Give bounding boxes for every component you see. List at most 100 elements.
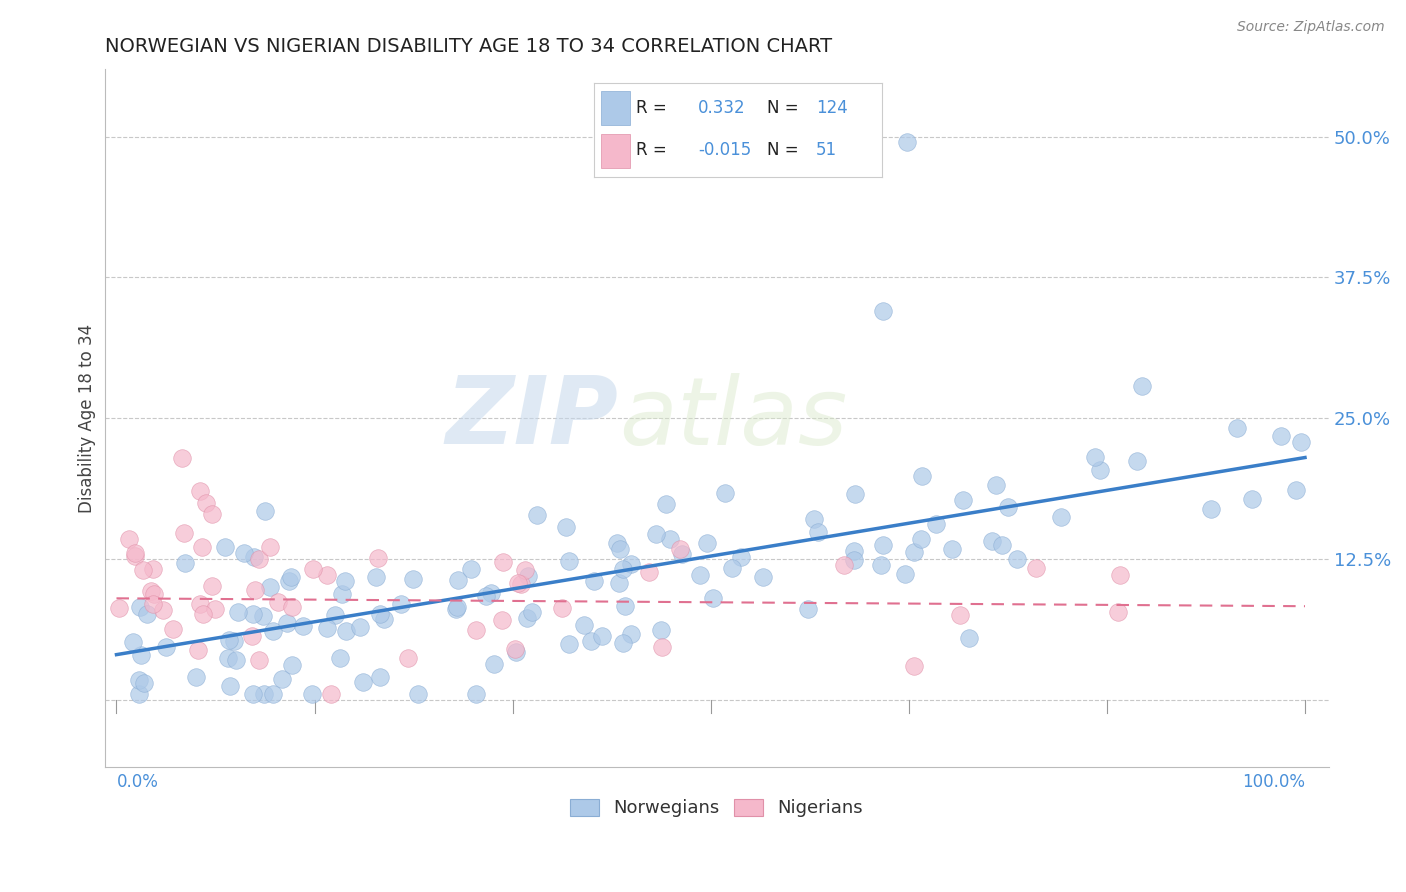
Point	[224, 634, 246, 648]
Point	[508, 576, 530, 591]
Point	[952, 493, 974, 508]
Text: atlas: atlas	[619, 373, 846, 464]
Point	[911, 469, 934, 483]
Point	[323, 608, 346, 623]
Point	[214, 541, 236, 555]
Point	[797, 602, 820, 616]
Point	[696, 536, 718, 550]
Point	[481, 586, 503, 600]
Point	[658, 532, 681, 546]
Point	[1130, 379, 1153, 393]
Point	[554, 520, 576, 534]
Point	[364, 570, 387, 584]
Point	[579, 633, 602, 648]
Point	[128, 687, 150, 701]
Point	[389, 597, 412, 611]
Point	[155, 640, 177, 654]
Point	[173, 526, 195, 541]
Point	[162, 623, 184, 637]
Point	[242, 607, 264, 621]
Point	[252, 608, 274, 623]
Point	[243, 582, 266, 597]
Point	[949, 607, 972, 622]
Point	[668, 542, 690, 557]
Point	[315, 621, 337, 635]
Point	[591, 629, 613, 643]
Point	[460, 562, 482, 576]
Point	[526, 508, 548, 523]
Point	[1199, 502, 1222, 516]
Point	[516, 610, 538, 624]
Point	[1084, 450, 1107, 464]
Point	[605, 536, 627, 550]
Text: 0.0%: 0.0%	[117, 772, 159, 791]
Point	[842, 544, 865, 558]
Point	[373, 612, 395, 626]
Point	[612, 562, 634, 576]
Point	[638, 566, 661, 580]
Point	[276, 615, 298, 630]
Point	[613, 599, 636, 613]
Point	[517, 569, 540, 583]
Point	[844, 487, 866, 501]
Point	[262, 624, 284, 638]
Point	[1289, 435, 1312, 450]
Point	[187, 643, 209, 657]
Point	[941, 542, 963, 557]
Point	[349, 620, 371, 634]
Point	[141, 584, 163, 599]
Text: NORWEGIAN VS NIGERIAN DISABILITY AGE 18 TO 34 CORRELATION CHART: NORWEGIAN VS NIGERIAN DISABILITY AGE 18 …	[104, 37, 832, 56]
Point	[1126, 454, 1149, 468]
Point	[253, 504, 276, 518]
Point	[446, 574, 468, 588]
Point	[367, 551, 389, 566]
Point	[513, 563, 536, 577]
Point	[872, 304, 894, 318]
Point	[232, 546, 254, 560]
Point	[142, 586, 165, 600]
Point	[316, 568, 339, 582]
Point	[832, 558, 855, 572]
Point	[465, 623, 488, 637]
Point	[1241, 491, 1264, 506]
Point	[609, 542, 631, 557]
Point	[186, 670, 208, 684]
Point	[253, 687, 276, 701]
Point	[1107, 605, 1129, 619]
Point	[991, 538, 1014, 552]
Point	[612, 636, 634, 650]
Point	[266, 595, 288, 609]
Point	[551, 601, 574, 615]
Point	[650, 624, 672, 638]
Point	[896, 135, 918, 149]
Point	[510, 577, 533, 591]
Point	[142, 597, 165, 611]
Point	[291, 619, 314, 633]
Point	[247, 653, 270, 667]
Point	[280, 570, 302, 584]
Point	[465, 687, 488, 701]
Point	[188, 484, 211, 499]
Point	[329, 651, 352, 665]
Point	[330, 586, 353, 600]
Point	[482, 657, 505, 672]
Point	[997, 500, 1019, 515]
Point	[730, 549, 752, 564]
Point	[651, 640, 673, 654]
Point	[505, 645, 527, 659]
Point	[406, 687, 429, 701]
Point	[444, 602, 467, 616]
Point	[620, 627, 643, 641]
Point	[446, 600, 468, 615]
Point	[842, 135, 865, 149]
Y-axis label: Disability Age 18 to 34: Disability Age 18 to 34	[79, 324, 96, 513]
Point	[188, 597, 211, 611]
Point	[247, 552, 270, 566]
Point	[984, 478, 1007, 492]
Point	[925, 516, 948, 531]
Point	[128, 673, 150, 687]
Point	[714, 486, 737, 500]
Point	[135, 607, 157, 622]
Point	[1025, 561, 1047, 575]
Point	[191, 540, 214, 554]
